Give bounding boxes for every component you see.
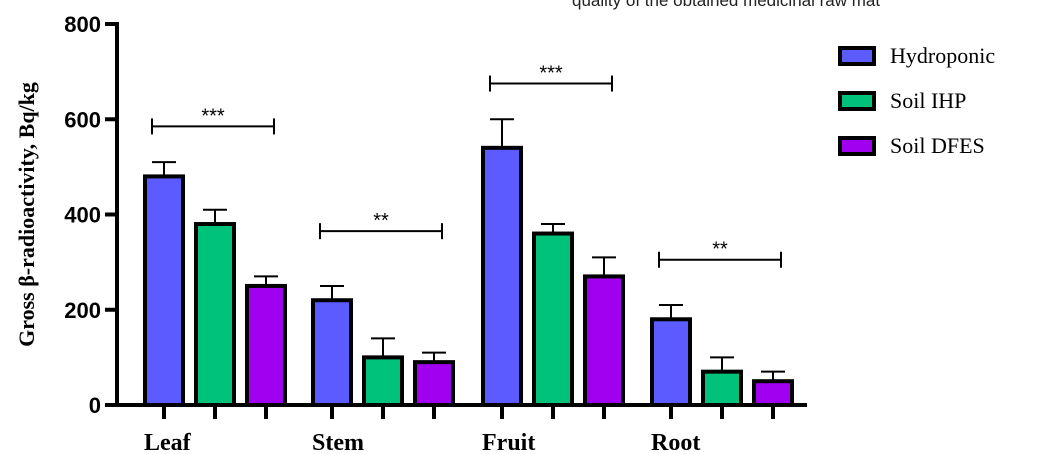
- x-tick-label: Leaf: [144, 430, 192, 454]
- bar: [245, 283, 287, 407]
- bar: [413, 360, 455, 408]
- legend: Hydroponic Soil IHP Soil DFES: [838, 33, 995, 168]
- y-tick-label: 200: [64, 298, 101, 323]
- significance-brackets: **********: [151, 63, 782, 268]
- significance-label: **: [712, 239, 728, 261]
- legend-label: Soil IHP: [890, 87, 967, 113]
- legend-swatch: [838, 45, 876, 66]
- x-tick-label: Stem: [312, 430, 364, 454]
- significance-label: ***: [201, 105, 225, 127]
- legend-swatch: [838, 90, 876, 111]
- bar: [143, 174, 185, 407]
- significance-label: ***: [539, 63, 563, 85]
- legend-item-soil-ihp: Soil IHP: [838, 78, 995, 123]
- legend-label: Soil DFES: [890, 132, 985, 158]
- bar: [583, 274, 625, 407]
- bar: [752, 379, 794, 407]
- x-tick-label: Fruit: [482, 430, 535, 454]
- significance-label: **: [373, 210, 389, 232]
- legend-label: Hydroponic: [890, 42, 996, 68]
- bar: [701, 369, 743, 408]
- y-tick-label: 600: [64, 107, 101, 132]
- bar: [311, 298, 353, 408]
- bar: [532, 231, 574, 407]
- bar: [481, 145, 523, 407]
- bar: [362, 355, 404, 407]
- header-note: quality of the obtained medicinal raw ma…: [572, 0, 881, 10]
- error-bars: [152, 118, 785, 382]
- y-tick-label: 400: [64, 203, 101, 228]
- chart-labels: 0 200 400 600 800 Gross β-radioactivity, Bq/k…: [14, 12, 700, 454]
- y-tick-label: 800: [64, 12, 101, 37]
- bar: [194, 222, 236, 407]
- legend-swatch: [838, 135, 876, 156]
- legend-item-soil-dfes: Soil DFES: [838, 123, 995, 168]
- chart-bars: [143, 145, 794, 408]
- legend-item-hydroponic: Hydroponic: [838, 33, 995, 78]
- x-tick-label: Root: [651, 430, 700, 454]
- y-tick-label: 0: [89, 393, 101, 418]
- y-axis-title: Gross β-radioactivity, Bq/kg: [14, 82, 39, 347]
- bar: [650, 317, 692, 407]
